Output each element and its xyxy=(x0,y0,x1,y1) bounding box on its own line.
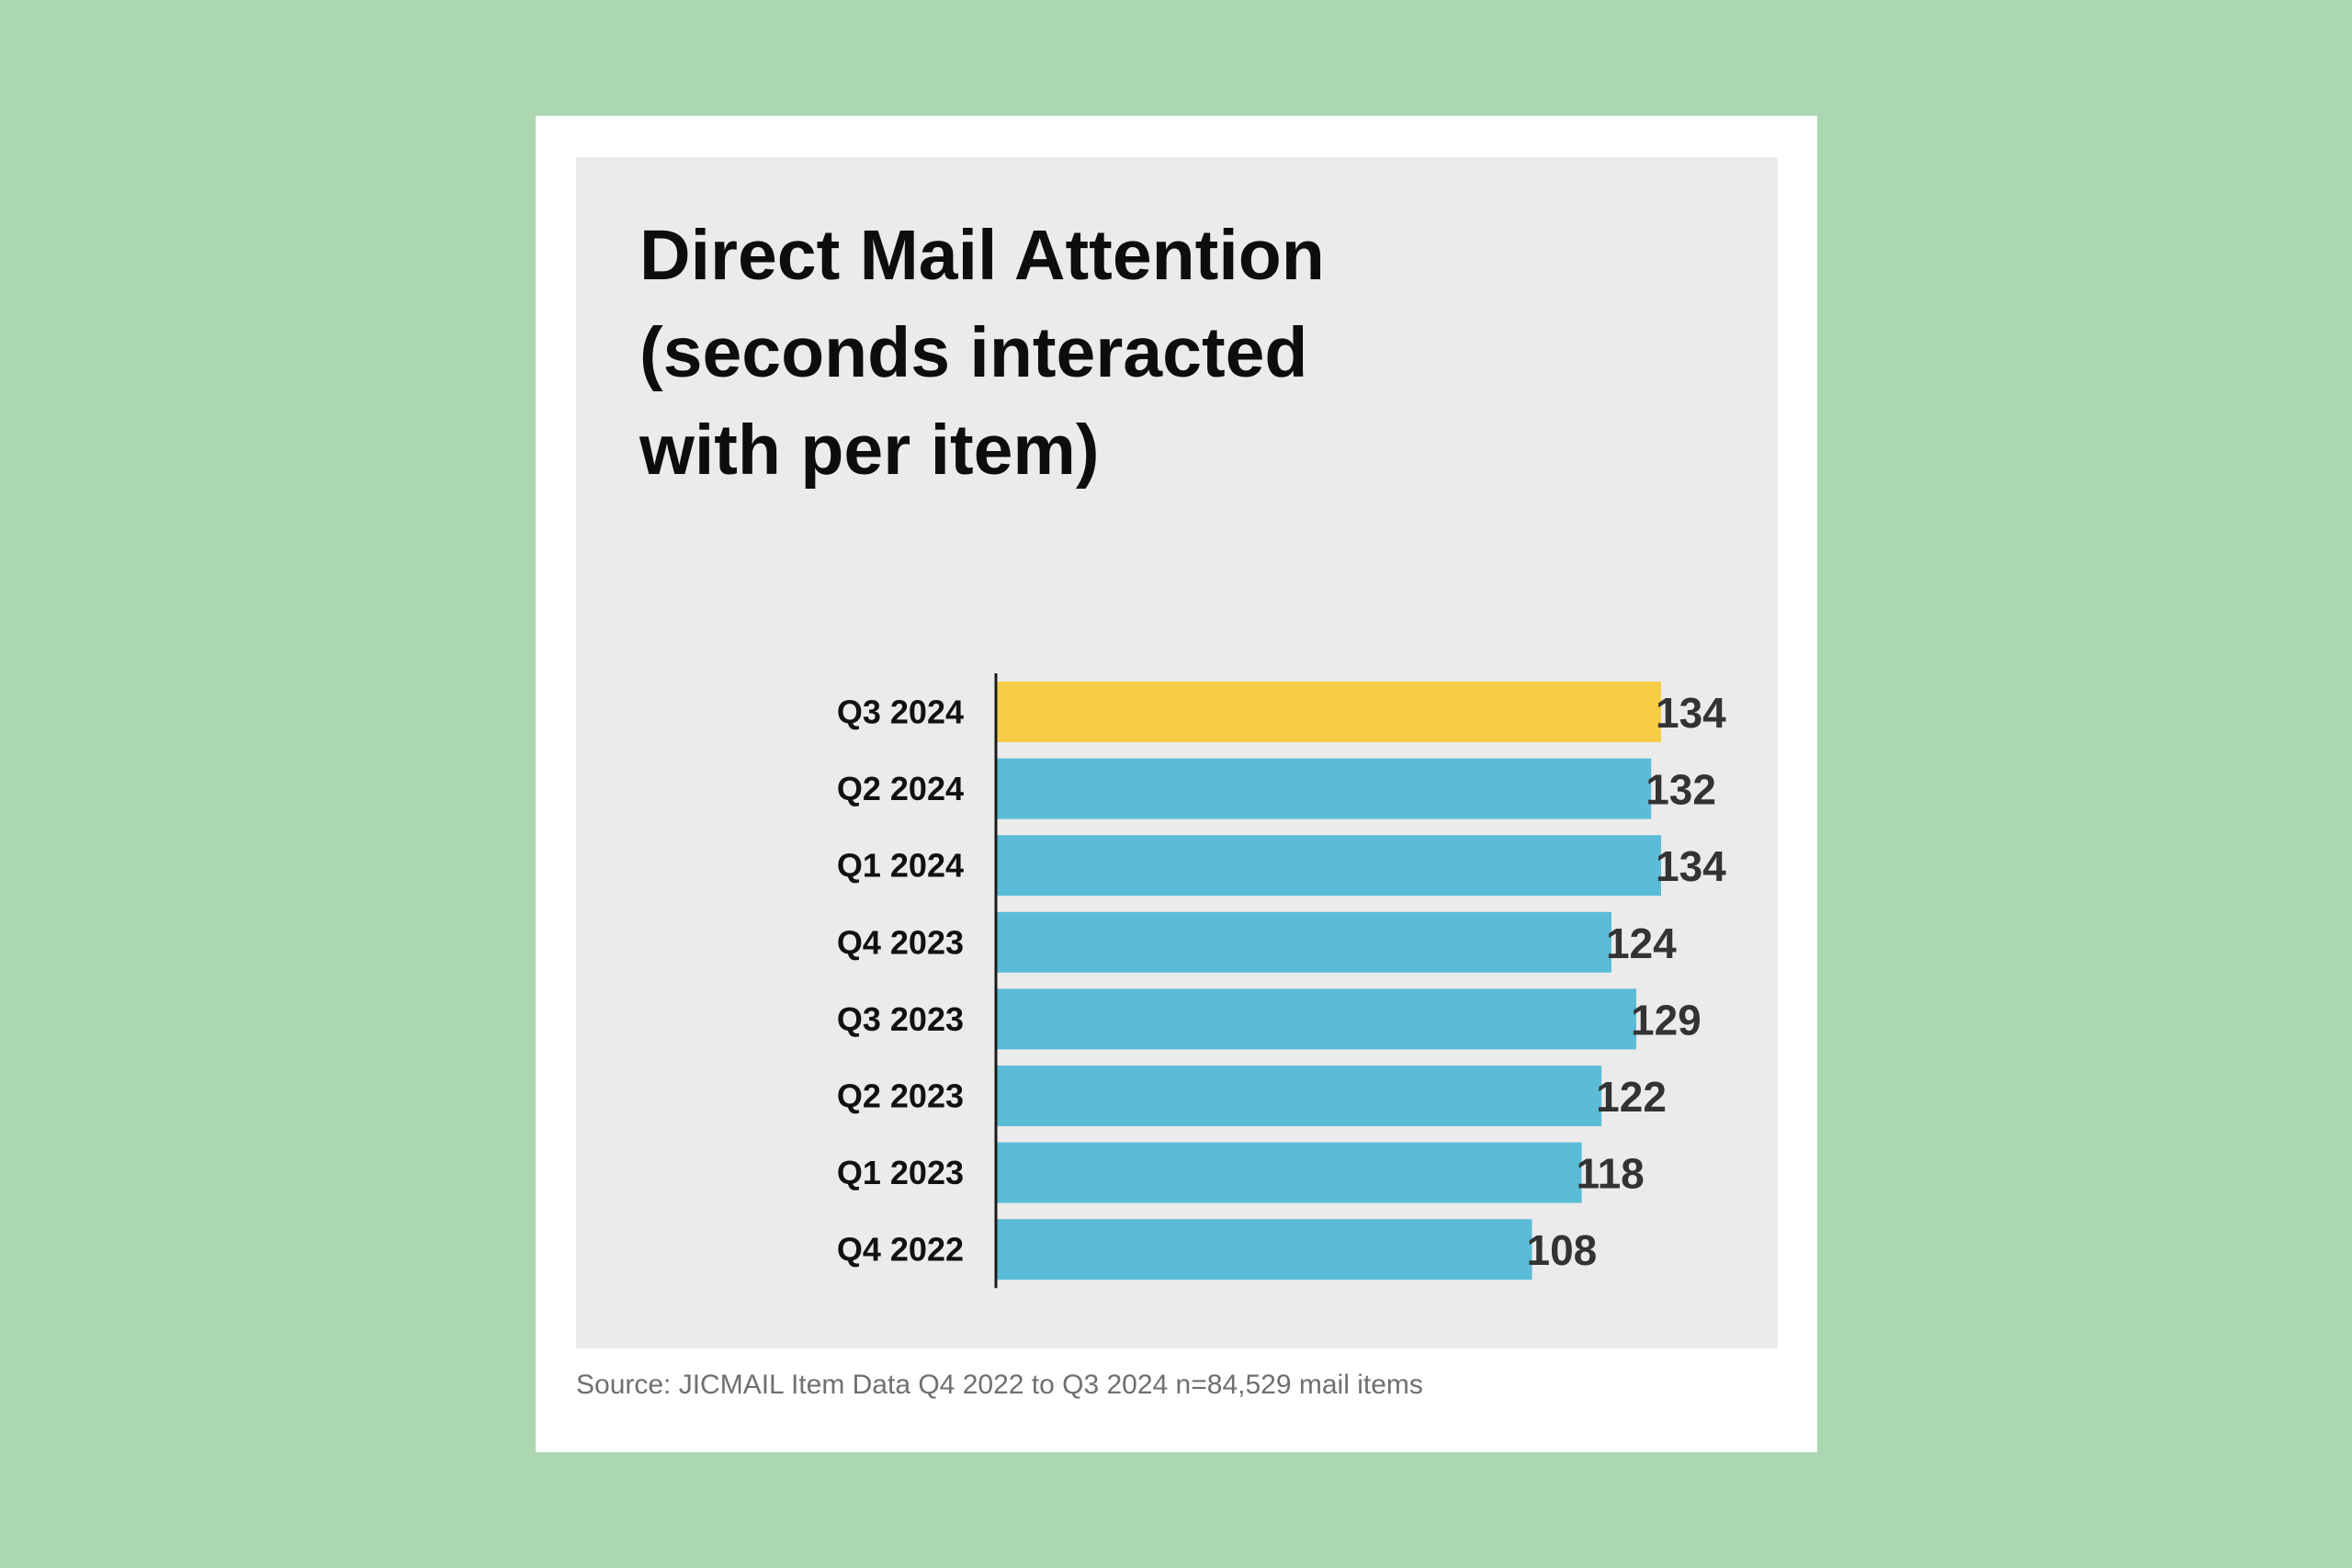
data-label: 122 xyxy=(1596,1073,1667,1121)
source-note: Source: JICMAIL Item Data Q4 2022 to Q3 … xyxy=(576,1370,1423,1400)
category-label: Q2 2023 xyxy=(837,1077,964,1115)
bar-q4-2022 xyxy=(996,1219,1532,1280)
bar-chart: Q3 2024 134 Q2 2024 132 Q1 2024 134 Q4 2023 124… xyxy=(837,673,1726,1289)
bar-q2-2023 xyxy=(996,1066,1602,1126)
bar-q3-2024 xyxy=(996,682,1661,742)
data-label: 118 xyxy=(1577,1150,1645,1198)
data-label: 132 xyxy=(1645,766,1716,814)
bar-q4-2023 xyxy=(996,911,1611,973)
chart-title: Direct Mail Attention (seconds interacte… xyxy=(639,207,1466,499)
data-label: 108 xyxy=(1527,1226,1598,1274)
chart-title-line-3: with per item) xyxy=(639,411,1100,490)
bar-q1-2024 xyxy=(996,835,1661,897)
category-label: Q1 2023 xyxy=(837,1154,964,1191)
data-label: 129 xyxy=(1631,996,1702,1043)
data-label: 134 xyxy=(1656,842,1726,890)
bar-q3-2023 xyxy=(996,988,1636,1050)
chart-panel: Direct Mail Attention (seconds interacte… xyxy=(576,157,1778,1348)
category-label: Q4 2023 xyxy=(837,923,964,961)
bar-q2-2024 xyxy=(996,758,1652,819)
bar-q1-2023 xyxy=(996,1142,1582,1203)
category-label: Q1 2024 xyxy=(837,847,964,885)
chart-title-line-2: (seconds interacted xyxy=(639,313,1308,392)
chart-card: Direct Mail Attention (seconds interacte… xyxy=(536,116,1817,1452)
data-label: 134 xyxy=(1656,689,1726,737)
data-label: 124 xyxy=(1606,919,1677,967)
chart-title-line-1: Direct Mail Attention xyxy=(639,216,1325,295)
category-label: Q3 2023 xyxy=(837,1000,964,1038)
category-label: Q3 2024 xyxy=(837,694,964,731)
category-label: Q4 2022 xyxy=(837,1231,964,1269)
category-label: Q2 2024 xyxy=(837,770,964,807)
